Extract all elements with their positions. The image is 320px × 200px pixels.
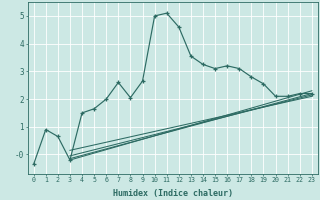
X-axis label: Humidex (Indice chaleur): Humidex (Indice chaleur) xyxy=(113,189,233,198)
